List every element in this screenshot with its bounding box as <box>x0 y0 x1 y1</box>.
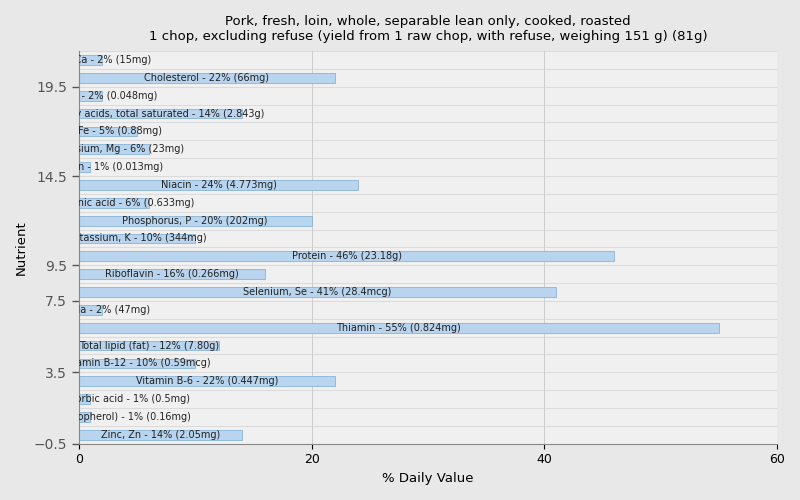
Bar <box>79 270 265 279</box>
Text: Pantothenic acid - 6% (0.633mg): Pantothenic acid - 6% (0.633mg) <box>34 198 194 208</box>
Bar <box>79 126 137 136</box>
Text: Niacin - 24% (4.773mg): Niacin - 24% (4.773mg) <box>161 180 277 190</box>
Text: Iron, Fe - 5% (0.88mg): Iron, Fe - 5% (0.88mg) <box>54 126 162 136</box>
Bar <box>79 412 90 422</box>
Text: Vitamin B-12 - 10% (0.59mcg): Vitamin B-12 - 10% (0.59mcg) <box>63 358 211 368</box>
Bar <box>79 376 335 386</box>
Bar <box>79 216 311 226</box>
Title: Pork, fresh, loin, whole, separable lean only, cooked, roasted
1 chop, excluding: Pork, fresh, loin, whole, separable lean… <box>149 15 707 43</box>
Bar <box>79 198 149 207</box>
Bar <box>79 323 719 332</box>
Bar <box>79 430 242 440</box>
Text: Cholesterol - 22% (66mg): Cholesterol - 22% (66mg) <box>144 73 270 83</box>
Text: Fatty acids, total saturated - 14% (2.843g): Fatty acids, total saturated - 14% (2.84… <box>57 108 264 118</box>
Bar <box>79 394 90 404</box>
Text: Copper, Cu - 2% (0.048mg): Copper, Cu - 2% (0.048mg) <box>24 90 157 101</box>
Text: Selenium, Se - 41% (28.4mcg): Selenium, Se - 41% (28.4mcg) <box>243 287 392 297</box>
Bar <box>79 144 149 154</box>
Text: Protein - 46% (23.18g): Protein - 46% (23.18g) <box>291 252 402 262</box>
Bar <box>79 55 102 65</box>
Bar <box>79 162 90 172</box>
Bar <box>79 305 102 315</box>
Text: Magnesium, Mg - 6% (23mg): Magnesium, Mg - 6% (23mg) <box>43 144 184 154</box>
Text: Vitamin E (alpha-tocopherol) - 1% (0.16mg): Vitamin E (alpha-tocopherol) - 1% (0.16m… <box>0 412 191 422</box>
Bar <box>79 108 242 118</box>
Text: Thiamin - 55% (0.824mg): Thiamin - 55% (0.824mg) <box>337 322 462 332</box>
Bar <box>79 287 556 297</box>
Text: Sodium, Na - 2% (47mg): Sodium, Na - 2% (47mg) <box>30 305 150 315</box>
Text: Riboflavin - 16% (0.266mg): Riboflavin - 16% (0.266mg) <box>105 269 239 279</box>
Text: Manganese, Mn - 1% (0.013mg): Manganese, Mn - 1% (0.013mg) <box>6 162 162 172</box>
Text: Potassium, K - 10% (344mg): Potassium, K - 10% (344mg) <box>68 234 206 243</box>
Bar <box>79 73 335 83</box>
Text: Calcium, Ca - 2% (15mg): Calcium, Ca - 2% (15mg) <box>30 55 152 65</box>
Bar <box>79 180 358 190</box>
Bar <box>79 252 614 261</box>
Text: Vitamin C, total ascorbic acid - 1% (0.5mg): Vitamin C, total ascorbic acid - 1% (0.5… <box>0 394 190 404</box>
X-axis label: % Daily Value: % Daily Value <box>382 472 474 485</box>
Y-axis label: Nutrient: Nutrient <box>15 220 28 275</box>
Text: Total lipid (fat) - 12% (7.80g): Total lipid (fat) - 12% (7.80g) <box>78 340 218 350</box>
Text: Zinc, Zn - 14% (2.05mg): Zinc, Zn - 14% (2.05mg) <box>101 430 220 440</box>
Bar <box>79 234 195 243</box>
Text: Vitamin B-6 - 22% (0.447mg): Vitamin B-6 - 22% (0.447mg) <box>136 376 278 386</box>
Bar <box>79 358 195 368</box>
Text: Phosphorus, P - 20% (202mg): Phosphorus, P - 20% (202mg) <box>122 216 268 226</box>
Bar <box>79 91 102 101</box>
Bar <box>79 340 218 350</box>
